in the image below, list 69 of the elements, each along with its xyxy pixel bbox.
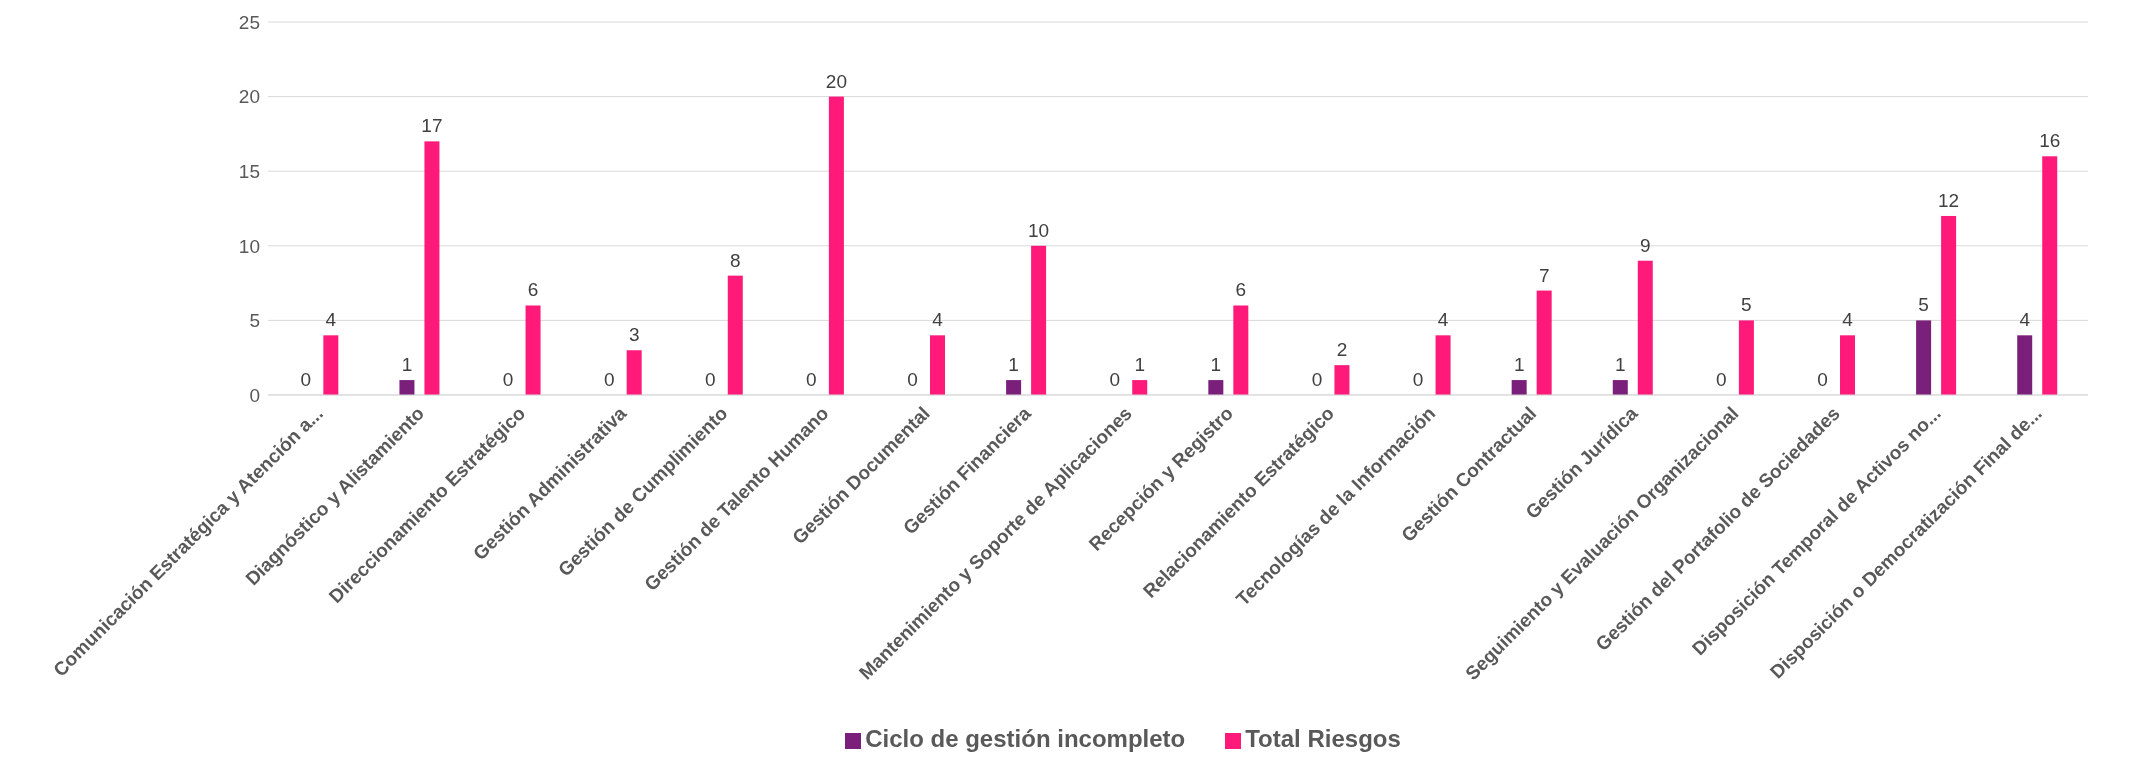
data-label: 10 — [1028, 219, 1050, 241]
bar — [1916, 320, 1932, 395]
y-tick-label: 10 — [238, 235, 260, 257]
y-tick-label: 0 — [249, 384, 260, 406]
data-label: 0 — [1817, 369, 1828, 390]
data-label: 0 — [907, 369, 918, 390]
bar — [1208, 380, 1224, 395]
data-label: 5 — [1741, 294, 1752, 316]
data-label: 1 — [1513, 354, 1525, 376]
data-label: 0 — [704, 369, 716, 390]
data-label: 5 — [1918, 294, 1929, 316]
y-tick-label: 25 — [238, 11, 260, 33]
data-label: 2 — [1336, 339, 1348, 361]
bar — [2042, 156, 2058, 395]
data-label: 0 — [603, 369, 615, 390]
data-label: 1 — [1614, 354, 1626, 376]
bar — [626, 350, 642, 395]
data-label: 6 — [527, 279, 539, 301]
data-label: 4 — [932, 309, 944, 331]
data-label: 16 — [2039, 130, 2061, 152]
bar — [1006, 380, 1022, 395]
bar — [1334, 365, 1350, 395]
bar — [1511, 380, 1527, 395]
bar — [1233, 305, 1249, 395]
bar — [424, 141, 440, 395]
data-label: 4 — [1437, 309, 1449, 331]
data-label: 4 — [2019, 309, 2031, 331]
data-label: 4 — [1842, 309, 1854, 331]
bar — [399, 380, 415, 395]
data-label: 3 — [628, 324, 640, 346]
bar — [1435, 335, 1451, 395]
data-label: 7 — [1538, 264, 1550, 286]
data-label: 0 — [502, 369, 514, 390]
bar — [323, 335, 339, 395]
data-label: 6 — [1235, 279, 1247, 301]
bar — [1941, 215, 1957, 395]
bar — [828, 96, 844, 395]
data-label: 1 — [1210, 354, 1222, 376]
data-label: 0 — [806, 369, 817, 390]
bar — [1536, 290, 1552, 395]
bar — [930, 335, 945, 395]
data-label: 0 — [1412, 369, 1424, 390]
data-label: 17 — [421, 115, 443, 137]
data-label: 1 — [1134, 354, 1146, 376]
bar — [2017, 335, 2033, 395]
bar — [1031, 245, 1047, 395]
bar — [1738, 320, 1754, 395]
data-label: 0 — [1109, 369, 1121, 390]
data-label: 0 — [1716, 369, 1727, 390]
data-label: 20 — [825, 70, 847, 92]
bar — [1637, 260, 1653, 395]
data-label: 9 — [1639, 234, 1651, 256]
legend-label: Ciclo de gestión incompleto — [865, 725, 1186, 752]
data-label: 4 — [325, 309, 337, 331]
data-label: 12 — [1938, 189, 1960, 211]
data-label: 1 — [1008, 354, 1019, 376]
bar — [1612, 380, 1628, 395]
y-tick-label: 5 — [249, 310, 260, 332]
data-label: 1 — [401, 354, 413, 376]
legend-label: Total Riesgos — [1245, 725, 1401, 752]
bar — [727, 275, 743, 395]
bar — [1132, 380, 1148, 395]
data-label: 0 — [300, 369, 312, 390]
data-label: 8 — [729, 249, 741, 271]
data-label: 0 — [1311, 369, 1323, 390]
bar — [1840, 335, 1855, 395]
y-tick-label: 20 — [238, 86, 260, 108]
y-tick-label: 15 — [238, 160, 260, 182]
bar — [525, 305, 541, 395]
